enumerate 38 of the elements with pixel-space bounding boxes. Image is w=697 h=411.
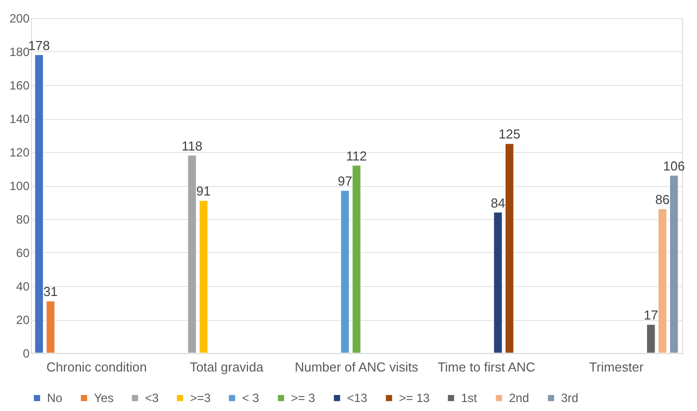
data-label: 86 — [655, 192, 670, 207]
y-tick-label: 200 — [9, 12, 30, 26]
legend-label: >= 3 — [291, 391, 316, 406]
legend-label: 1st — [461, 391, 478, 406]
y-tick-label: 100 — [9, 179, 30, 193]
data-label: 112 — [346, 148, 367, 164]
x-tick-label: Number of ANC visits — [294, 360, 419, 374]
legend-label: <3 — [145, 391, 160, 406]
legend-label: <13 — [347, 391, 368, 406]
x-tick-label: Trimester — [589, 360, 644, 374]
y-tick-label: 60 — [16, 246, 30, 260]
y-tick-label: 80 — [16, 212, 30, 226]
x-tick-label: Total gravida — [190, 360, 264, 374]
data-label: 106 — [663, 158, 685, 174]
legend-label: >= 13 — [399, 391, 430, 406]
legend-label: 2nd — [509, 391, 530, 406]
data-label: 118 — [182, 138, 202, 154]
data-label: 31 — [43, 284, 58, 300]
legend-label: No — [47, 391, 63, 406]
y-tick-label: 40 — [16, 280, 30, 294]
legend-label: Yes — [94, 391, 114, 406]
x-tick-label: Chronic condition — [46, 360, 147, 374]
y-tick-label: 20 — [16, 313, 30, 327]
y-tick-label: 120 — [9, 146, 30, 160]
legend-label: 3rd — [561, 391, 578, 406]
data-label: 125 — [498, 126, 520, 142]
y-tick-label: 180 — [9, 45, 30, 59]
data-label: 178 — [28, 38, 50, 53]
data-label: 91 — [196, 184, 211, 199]
y-tick-label: 140 — [9, 112, 30, 126]
y-tick-label: 0 — [22, 346, 30, 360]
y-tick-label: 160 — [9, 78, 30, 92]
legend-label: >=3 — [190, 391, 212, 406]
legend-label: < 3 — [242, 391, 260, 406]
x-tick-label: Time to first ANC — [438, 360, 536, 374]
data-label: 17 — [644, 308, 658, 323]
data-label: 84 — [490, 195, 506, 210]
data-label: 97 — [338, 174, 352, 189]
